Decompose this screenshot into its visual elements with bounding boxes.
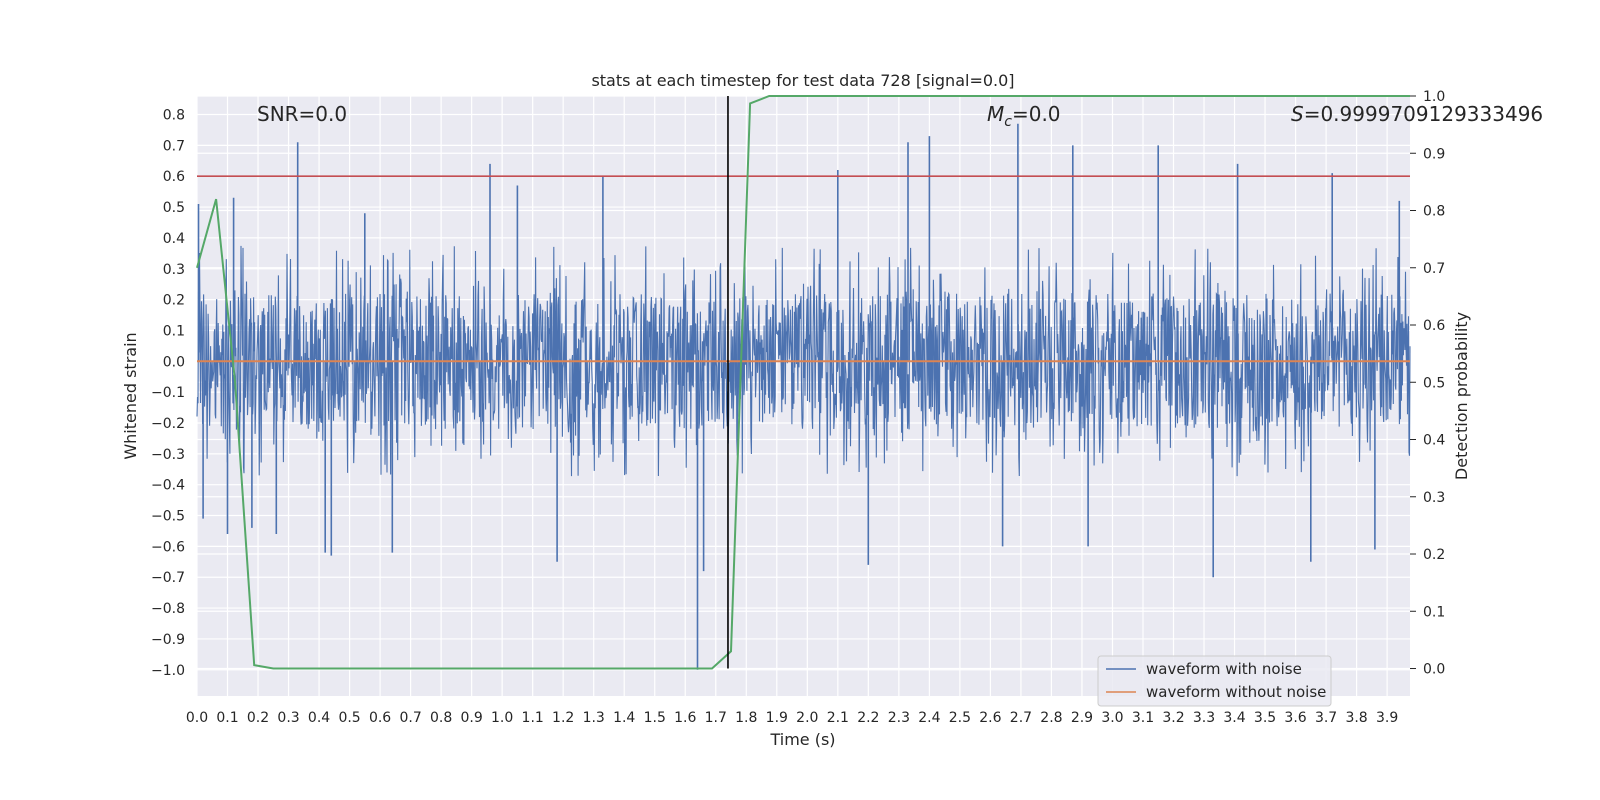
- x-tick-label: 2.7: [1010, 710, 1032, 726]
- x-tick-label: 3.4: [1223, 710, 1245, 726]
- x-tick-label: 0.9: [461, 710, 483, 726]
- x-tick-label: 1.2: [552, 710, 574, 726]
- x-tick-label: 1.4: [613, 710, 635, 726]
- x-tick-label: 2.5: [949, 710, 971, 726]
- y-left-tick-label: 0.8: [163, 108, 185, 124]
- x-tick-label: 0.8: [430, 710, 452, 726]
- y-right-tick-label: 0.1: [1423, 604, 1445, 620]
- y-left-tick-label: 0.7: [163, 138, 185, 154]
- snr-annotation: SNR=0.0: [257, 102, 347, 126]
- x-tick-label: 1.0: [491, 710, 513, 726]
- y-left-tick-labels: 0.8 0.7 0.6 0.5 0.4 0.3 0.2 0.1 0.0 −0.1 −0.2 −0.3 −…: [151, 108, 185, 679]
- mc-value: =0.0: [1012, 102, 1061, 126]
- legend-label-noise: waveform with noise: [1146, 660, 1302, 678]
- x-tick-label: 3.2: [1162, 710, 1184, 726]
- y-right-tick-label: 0.9: [1423, 146, 1445, 162]
- y-right-tick-label: 0.5: [1423, 375, 1445, 391]
- y-left-tick-label: −0.6: [151, 539, 185, 555]
- y-right-tick-label: 1.0: [1423, 89, 1445, 105]
- y-right-tick-label: 0.3: [1423, 490, 1445, 506]
- x-tick-labels: 0.0 0.1 0.2 0.3 0.4 0.5 0.6 0.7 0.8 0.9 1.0 1.1 1.2 1…: [186, 710, 1398, 726]
- x-tick-label: 0.7: [399, 710, 421, 726]
- x-tick-label: 0.2: [247, 710, 269, 726]
- x-tick-label: 1.3: [583, 710, 605, 726]
- y-left-tick-label: −0.1: [151, 385, 185, 401]
- y-axis-label-left: Whitened strain: [121, 332, 140, 459]
- x-tick-label: 3.3: [1193, 710, 1215, 726]
- x-axis-label: Time (s): [769, 730, 835, 749]
- s-value: =0.9999709129333496: [1304, 102, 1543, 126]
- x-tick-label: 2.6: [979, 710, 1001, 726]
- y-right-tick-label: 0.7: [1423, 261, 1445, 277]
- x-tick-label: 2.2: [857, 710, 879, 726]
- x-tick-label: 2.3: [888, 710, 910, 726]
- x-tick-label: 0.6: [369, 710, 391, 726]
- x-tick-label: 0.1: [216, 710, 238, 726]
- y-right-tick-label: 0.4: [1423, 433, 1445, 449]
- y-left-tick-label: 0.4: [163, 231, 185, 247]
- noise-waveform: [196, 123, 1411, 670]
- y-left-tick-label: 0.6: [163, 169, 185, 185]
- x-tick-label: 3.5: [1254, 710, 1276, 726]
- x-tick-label: 2.4: [918, 710, 940, 726]
- x-tick-label: 1.1: [522, 710, 544, 726]
- x-tick-label: 1.5: [644, 710, 666, 726]
- x-tick-label: 0.3: [277, 710, 299, 726]
- chart-title: stats at each timestep for test data 728…: [591, 71, 1014, 90]
- detection-probability-line: [196, 95, 1410, 670]
- y-right-tick-label: 0.6: [1423, 318, 1445, 334]
- y-axis-label-right: Detection probability: [1452, 312, 1471, 480]
- y-left-tick-label: 0.5: [163, 200, 185, 216]
- y-left-tick-label: 0.1: [163, 323, 185, 339]
- x-tick-label: 1.7: [705, 710, 727, 726]
- legend-label-clean: waveform without noise: [1146, 683, 1326, 701]
- x-tick-label: 2.9: [1071, 710, 1093, 726]
- y-left-tick-label: 0.3: [163, 262, 185, 278]
- x-tick-label: 1.9: [766, 710, 788, 726]
- y-left-tick-label: −0.7: [151, 570, 185, 586]
- y-left-tick-label: 0.0: [163, 354, 185, 370]
- series-lines: [196, 95, 1410, 670]
- legend-box: [1097, 655, 1332, 707]
- s-annotation: S=0.9999709129333496: [1291, 102, 1543, 126]
- x-tick-label: 1.6: [674, 710, 696, 726]
- y-left-tick-label: −1.0: [151, 663, 185, 679]
- legend: waveform with noise waveform without noi…: [1097, 655, 1332, 707]
- x-tick-label: 2.8: [1040, 710, 1062, 726]
- x-tick-label: 2.1: [827, 710, 849, 726]
- y-right-tick-label: 0.2: [1423, 547, 1445, 563]
- s-symbol: S: [1291, 102, 1304, 126]
- mc-subscript: c: [1004, 114, 1012, 130]
- x-tick-label: 0.5: [338, 710, 360, 726]
- y-right-tick-labels: 1.0 0.9 0.8 0.7 0.6 0.5 0.4 0.3 0.2 0.1 0.0: [1410, 89, 1445, 678]
- x-tick-label: 0.0: [186, 710, 208, 726]
- mc-symbol: M: [987, 102, 1004, 126]
- x-tick-label: 3.7: [1315, 710, 1337, 726]
- x-tick-label: 3.6: [1284, 710, 1306, 726]
- x-tick-label: 3.0: [1101, 710, 1123, 726]
- y-right-tick-label: 0.0: [1423, 662, 1445, 678]
- y-left-tick-label: −0.3: [151, 447, 185, 463]
- noise-spikes: [197, 123, 1401, 670]
- x-tick-label: 2.0: [796, 710, 818, 726]
- x-tick-label: 3.1: [1132, 710, 1154, 726]
- noise-trace: [196, 245, 1411, 477]
- x-tick-label: 3.9: [1376, 710, 1398, 726]
- y-left-tick-label: −0.4: [151, 478, 185, 494]
- x-tick-label: 1.8: [735, 710, 757, 726]
- mc-annotation: Mc=0.0: [987, 102, 1061, 130]
- y-left-tick-label: −0.5: [151, 509, 185, 525]
- y-right-tick-label: 0.8: [1423, 204, 1445, 220]
- y-left-tick-label: −0.9: [151, 632, 185, 648]
- x-tick-label: 3.8: [1345, 710, 1367, 726]
- y-left-tick-label: −0.8: [151, 601, 185, 617]
- y-left-tick-label: 0.2: [163, 293, 185, 309]
- y-left-tick-label: −0.2: [151, 416, 185, 432]
- x-tick-label: 0.4: [308, 710, 330, 726]
